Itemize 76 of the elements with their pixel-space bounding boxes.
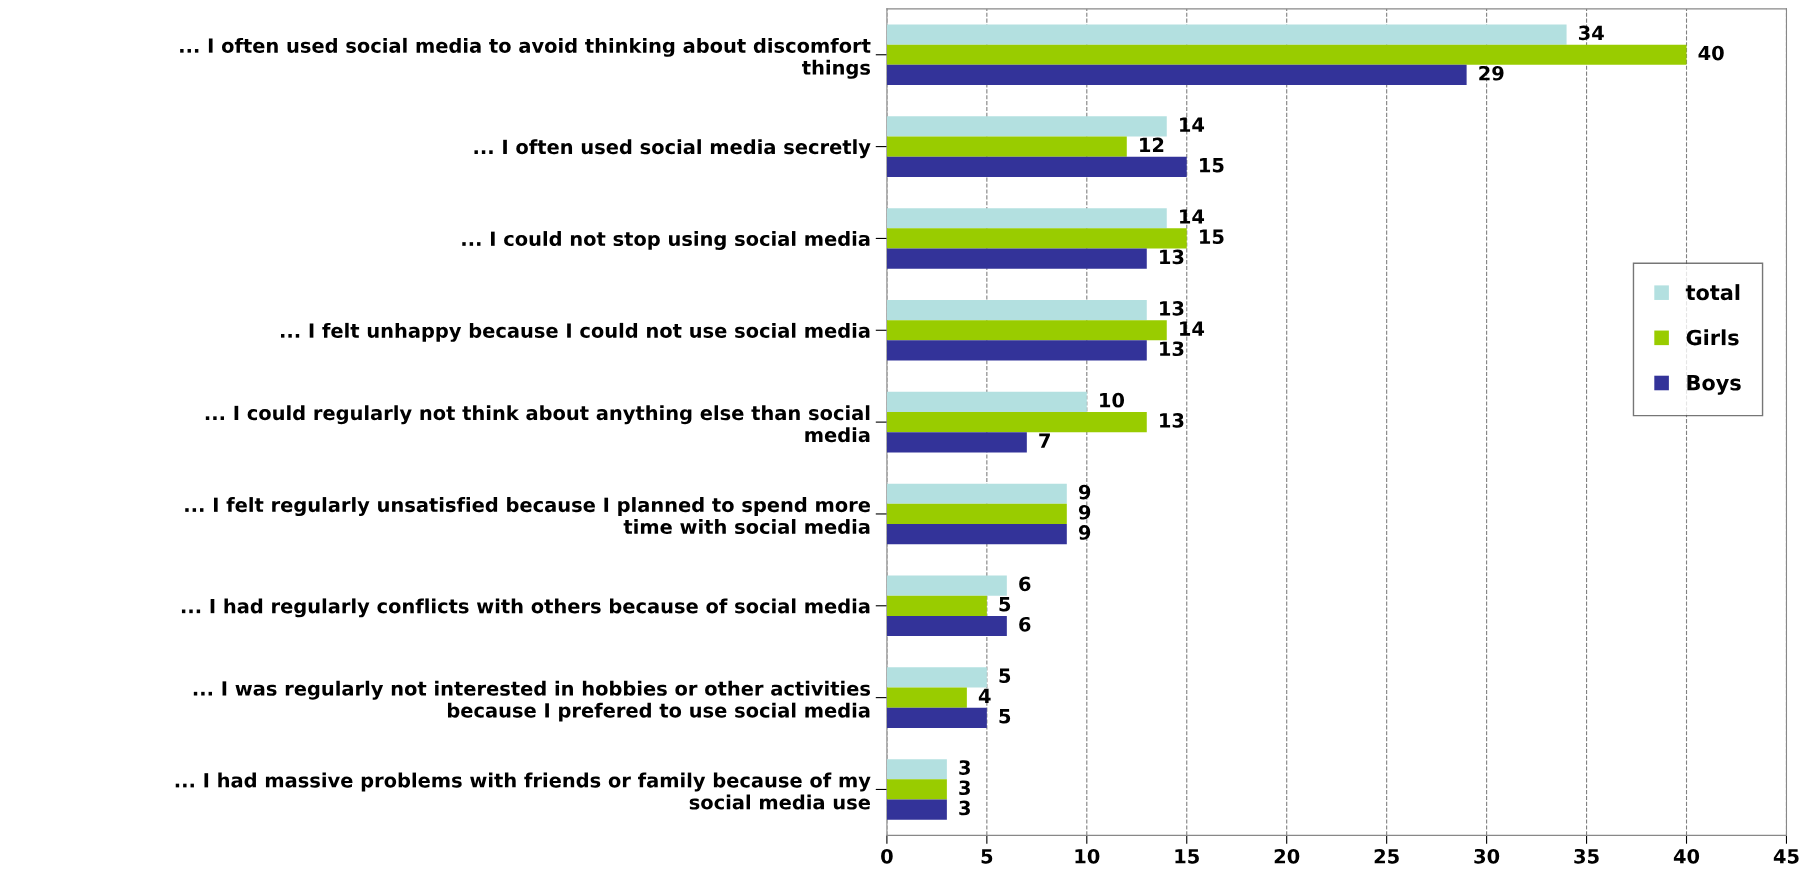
data-label: 3 — [959, 760, 970, 775]
bar — [886, 667, 987, 688]
bar — [886, 412, 1147, 433]
x-tick-label: 10 — [1075, 848, 1100, 864]
data-label: 34 — [1578, 25, 1604, 41]
data-label: 15 — [1200, 157, 1224, 173]
legend-label: Boys — [1687, 375, 1741, 395]
data-label: 13 — [1160, 341, 1184, 357]
data-label: 6 — [1019, 576, 1031, 592]
bar — [886, 136, 1127, 157]
bar — [886, 595, 987, 616]
bar — [886, 391, 1087, 413]
bar — [886, 208, 1167, 229]
x-tick-label: 40 — [1673, 848, 1700, 864]
y-tick-label: ... I could regularly not think about anything else than social media — [205, 405, 870, 443]
bar — [886, 116, 1167, 137]
data-label: 5 — [999, 668, 1011, 684]
y-tick-label: ... I had massive problems with friends or family because of my social media use — [175, 772, 871, 810]
data-label: 3 — [959, 800, 970, 816]
data-label: 5 — [999, 596, 1011, 612]
y-tick-label: ... I often used social media to avoid thinking about discomfort things — [180, 37, 871, 79]
data-label: 9 — [1078, 484, 1091, 500]
data-label: 9 — [1078, 504, 1091, 520]
legend-label: total — [1685, 284, 1740, 301]
data-label: 14 — [1180, 209, 1205, 224]
data-label: 10 — [1100, 392, 1125, 408]
data-label: 3 — [959, 780, 970, 796]
y-tick-label: ... I had regularly conflicts with others because of social media — [181, 598, 870, 618]
y-tick-label: ... I was regularly not interested in hobbies or other activities because I prefered to use social media — [193, 680, 871, 722]
x-tick-label: 5 — [981, 849, 993, 864]
data-label: 14 — [1180, 117, 1205, 132]
bar — [886, 248, 1147, 269]
bar — [886, 156, 1187, 177]
y-tick-label: ... I felt regularly unsatisfied because I planned to spend more time with social media — [185, 497, 870, 535]
x-tick-label: 20 — [1274, 848, 1300, 864]
legend-label: Girls — [1686, 329, 1739, 346]
bar — [886, 340, 1147, 361]
data-label: 7 — [1039, 433, 1050, 448]
data-label: 14 — [1180, 321, 1205, 336]
data-label: 9 — [1078, 525, 1091, 540]
bar — [886, 779, 947, 800]
data-label: 40 — [1698, 45, 1724, 61]
bar — [886, 24, 1567, 45]
bar — [886, 524, 1067, 545]
data-label: 13 — [1160, 301, 1184, 316]
bar — [886, 687, 967, 708]
y-tick-label: ... I often used social media secretly — [474, 139, 871, 159]
bar — [886, 799, 947, 820]
x-tick-label: 15 — [1175, 849, 1199, 864]
bar — [886, 320, 1167, 341]
data-label: 13 — [1160, 249, 1184, 265]
data-label: 29 — [1479, 65, 1504, 81]
y-tick-label: ... I could not stop using social media — [462, 231, 870, 251]
data-label: 15 — [1200, 229, 1224, 245]
bar — [886, 759, 947, 780]
bar — [886, 228, 1187, 249]
x-tick-label: 30 — [1474, 848, 1500, 864]
x-tick-label: 35 — [1574, 848, 1599, 864]
y-tick-label: ... I felt unhappy because I could not use social media — [280, 322, 870, 342]
data-label: 6 — [1019, 616, 1031, 632]
bar — [886, 299, 1147, 321]
data-label: 13 — [1160, 413, 1184, 428]
bar — [886, 483, 1067, 504]
bar — [886, 503, 1067, 525]
x-tick-label: 25 — [1374, 848, 1399, 864]
x-tick-label: 0 — [881, 848, 893, 864]
bar — [886, 44, 1687, 65]
data-label: 4 — [978, 688, 991, 703]
bar — [886, 615, 1007, 637]
data-label: 5 — [999, 709, 1011, 724]
bar — [886, 432, 1027, 453]
bar — [886, 575, 1007, 596]
data-label: 12 — [1140, 137, 1164, 152]
x-tick-label: 45 — [1773, 849, 1799, 864]
bar — [886, 64, 1467, 86]
bar — [886, 707, 987, 728]
